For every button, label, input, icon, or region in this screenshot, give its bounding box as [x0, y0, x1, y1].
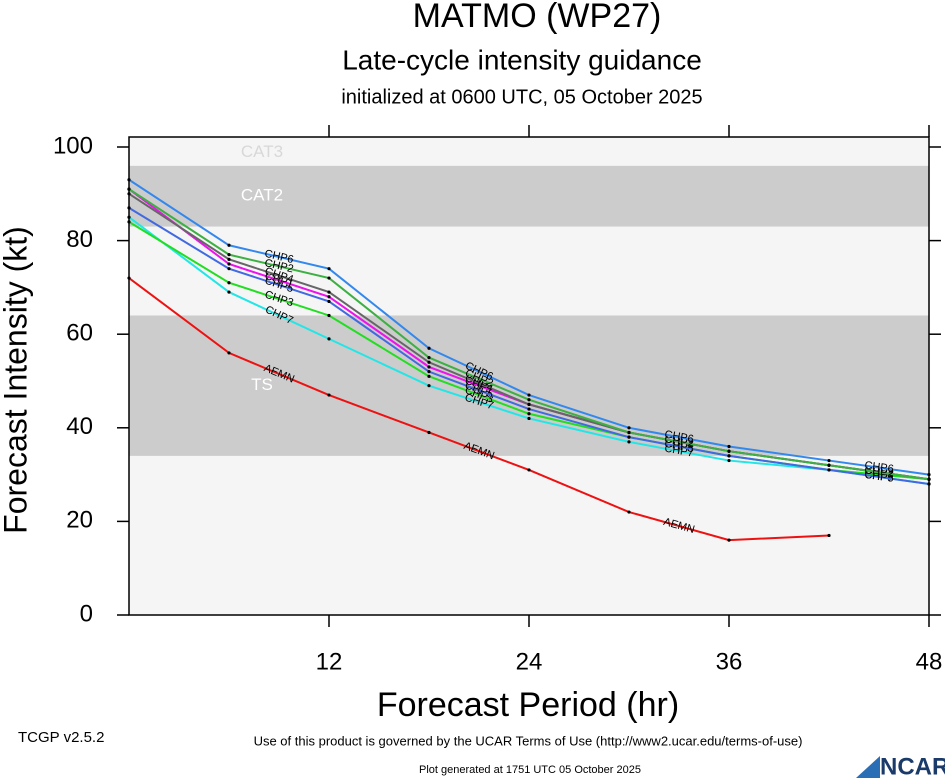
- generated: Plot generated at 1751 UTC 05 October 20…: [419, 764, 641, 776]
- data-point: [727, 449, 731, 453]
- category-band: [129, 165, 929, 227]
- data-point: [327, 295, 331, 299]
- data-point: [327, 337, 331, 341]
- x-tick-label: 36: [716, 648, 743, 675]
- chart-title: MATMO (WP27): [413, 0, 662, 35]
- y-tick-label: 100: [53, 132, 93, 159]
- data-point: [427, 370, 431, 374]
- logo: NCAR: [880, 753, 945, 780]
- data-point: [427, 384, 431, 388]
- data-point: [527, 398, 531, 402]
- data-point: [227, 290, 231, 294]
- line-label: CHP6: [864, 460, 895, 476]
- y-axis-label: Forecast Intensity (kt): [0, 226, 33, 534]
- data-point: [827, 463, 831, 467]
- data-point: [727, 444, 731, 449]
- data-point: [427, 360, 431, 364]
- x-axis-label: Forecast Period (hr): [377, 686, 679, 724]
- data-point: [227, 253, 231, 257]
- data-point: [327, 393, 331, 397]
- y-tick-label: 80: [66, 226, 93, 253]
- data-point: [727, 538, 731, 542]
- band-label: TS: [251, 375, 273, 394]
- x-tick-label: 12: [316, 648, 343, 675]
- chart-subtitle: Late-cycle intensity guidance: [342, 44, 702, 75]
- data-point: [827, 458, 831, 463]
- data-point: [627, 426, 631, 430]
- data-point: [727, 458, 731, 463]
- data-point: [227, 351, 231, 355]
- category-band: [129, 137, 929, 166]
- y-tick-label: 0: [80, 600, 93, 627]
- line-label: CHP6: [663, 428, 694, 445]
- data-point: [327, 313, 331, 318]
- data-point: [327, 267, 331, 271]
- data-point: [427, 374, 431, 378]
- band-label: CAT2: [241, 186, 283, 205]
- data-point: [727, 454, 731, 458]
- logo-mark: [856, 756, 880, 778]
- plot-area: [129, 137, 929, 615]
- data-point: [227, 281, 231, 285]
- y-tick-label: 20: [66, 507, 93, 534]
- band-label: CAT3: [241, 142, 283, 161]
- line-label: CHP5: [663, 438, 694, 455]
- category-band: [129, 315, 929, 456]
- x-tick-label: 24: [516, 648, 543, 675]
- data-point: [427, 430, 431, 435]
- data-point: [827, 533, 831, 538]
- data-point: [327, 299, 331, 304]
- data-point: [627, 510, 631, 514]
- y-tick-label: 60: [66, 320, 93, 347]
- data-point: [227, 257, 231, 261]
- data-point: [627, 440, 631, 444]
- data-point: [427, 346, 431, 350]
- data-point: [327, 276, 331, 280]
- data-point: [627, 435, 631, 439]
- data-point: [227, 243, 231, 247]
- data-point: [527, 468, 531, 472]
- data-point: [527, 407, 531, 411]
- data-point: [427, 365, 431, 369]
- y-tick-label: 40: [66, 413, 93, 440]
- data-point: [527, 393, 531, 397]
- line-label: CHP7: [663, 443, 694, 460]
- data-point: [527, 416, 531, 421]
- line-label: CHP2: [663, 433, 694, 450]
- x-tick-label: 48: [916, 648, 943, 675]
- footer: Use of this product is governed by the U…: [254, 733, 803, 748]
- data-point: [327, 290, 331, 294]
- data-point: [527, 412, 531, 416]
- init-time: initialized at 0600 UTC, 05 October 2025: [341, 86, 702, 108]
- version: TCGP v2.5.2: [18, 729, 104, 746]
- data-point: [227, 262, 231, 266]
- data-point: [227, 267, 231, 271]
- data-point: [627, 430, 631, 435]
- series-line: [128, 277, 830, 542]
- data-point: [427, 356, 431, 360]
- data-point: [827, 468, 831, 472]
- data-point: [527, 402, 531, 406]
